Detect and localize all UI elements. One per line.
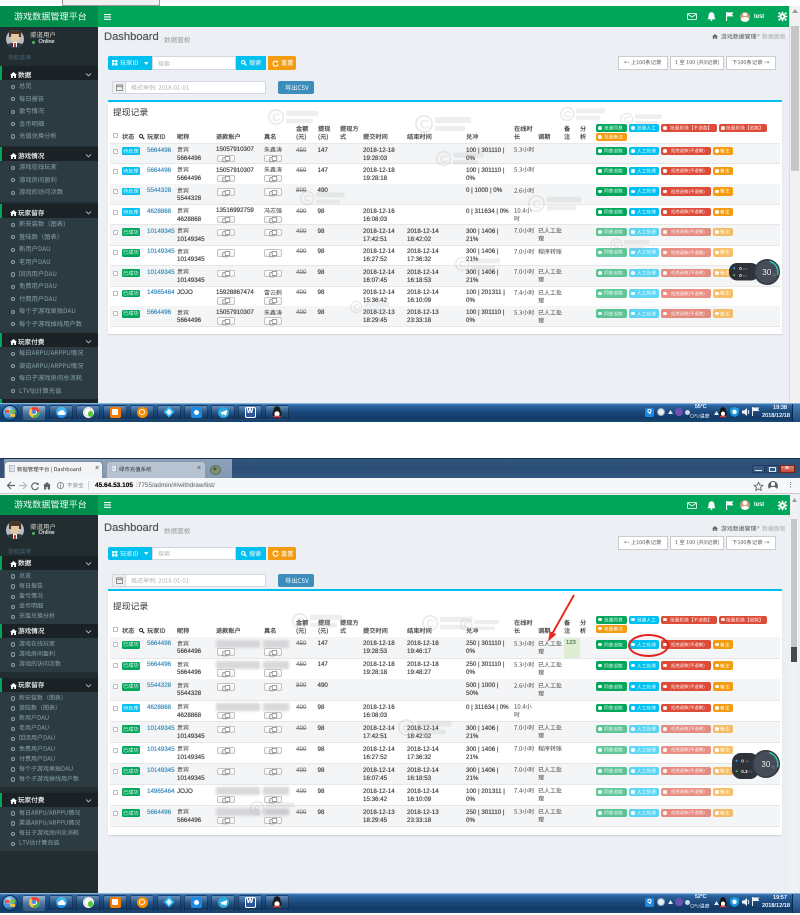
svg-text:C: C — [464, 620, 470, 630]
svg-text:30: 30 — [762, 268, 772, 277]
svg-text:C: C — [297, 616, 305, 628]
svg-text:%: % — [772, 273, 776, 278]
svg-text:C: C — [533, 199, 541, 211]
svg-text:K/S: K/S — [743, 274, 748, 278]
svg-text:C: C — [403, 723, 411, 735]
svg-text:C: C — [440, 154, 447, 165]
svg-text:0.3: 0.3 — [741, 769, 748, 774]
svg-text:C: C — [420, 118, 429, 132]
svg-text:C: C — [427, 618, 435, 630]
svg-text:C: C — [304, 194, 311, 205]
svg-text:30: 30 — [761, 760, 770, 769]
svg-text:0: 0 — [739, 273, 742, 278]
svg-text:%: % — [771, 764, 775, 769]
svg-text:K/S: K/S — [743, 267, 748, 271]
svg-text:0: 0 — [741, 759, 744, 764]
svg-text:K/S: K/S — [748, 770, 753, 774]
svg-text:K/S: K/S — [745, 759, 750, 763]
svg-text:0: 0 — [739, 266, 742, 271]
svg-text:C: C — [273, 112, 281, 124]
svg-text:C: C — [354, 302, 360, 312]
svg-text:C: C — [564, 110, 571, 121]
svg-text:C: C — [254, 804, 261, 815]
svg-text:C: C — [614, 240, 620, 250]
svg-text:C: C — [624, 115, 631, 125]
svg-text:C: C — [459, 260, 466, 271]
